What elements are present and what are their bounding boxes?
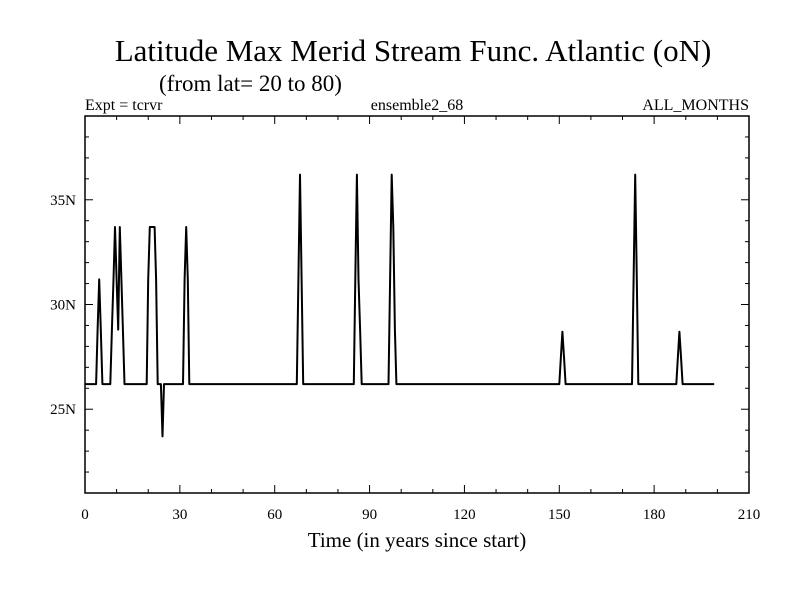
x-tick-labels: 0 30 60 90 120 150 180 210 <box>81 507 760 523</box>
x-tick-label: 210 <box>738 507 761 523</box>
header-months: ALL_MONTHS <box>642 97 749 114</box>
chart-title: Latitude Max Merid Stream Func. Atlantic… <box>115 33 712 68</box>
y-tick-labels: 25N 30N 35N <box>50 193 76 418</box>
y-tick-label: 25N <box>50 402 76 418</box>
x-tick-label: 0 <box>81 507 89 523</box>
x-tick-label: 30 <box>172 507 187 523</box>
x-tick-label: 180 <box>643 507 666 523</box>
series-line <box>85 173 715 438</box>
chart-subtitle: (from lat= 20 to 80) <box>159 71 342 96</box>
x-tick-label: 60 <box>267 507 282 523</box>
header-ensemble: ensemble2_68 <box>371 97 463 114</box>
y-tick-label: 30N <box>50 298 76 314</box>
x-tick-label: 150 <box>548 507 571 523</box>
y-tick-label: 35N <box>50 193 76 209</box>
x-axis-label: Time (in years since start) <box>308 528 527 552</box>
header-experiment: Expt = tcrvr <box>85 97 163 114</box>
x-tick-label: 120 <box>453 507 476 523</box>
x-tick-label: 90 <box>362 507 377 523</box>
series-layer <box>85 173 715 438</box>
axis-ticks <box>84 115 750 494</box>
